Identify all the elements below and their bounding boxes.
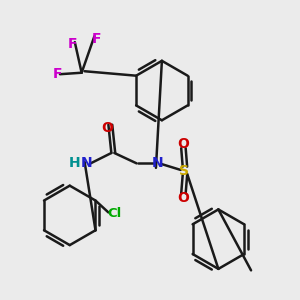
Text: O: O — [177, 190, 189, 205]
Text: F: F — [92, 32, 101, 46]
Text: F: F — [53, 67, 63, 81]
Text: H: H — [68, 156, 80, 170]
Text: N: N — [152, 156, 163, 170]
Text: S: S — [179, 164, 189, 178]
Text: O: O — [177, 137, 189, 151]
Text: O: O — [101, 121, 113, 135]
Text: F: F — [68, 38, 77, 52]
Text: N: N — [80, 156, 92, 170]
Text: Cl: Cl — [107, 207, 122, 220]
